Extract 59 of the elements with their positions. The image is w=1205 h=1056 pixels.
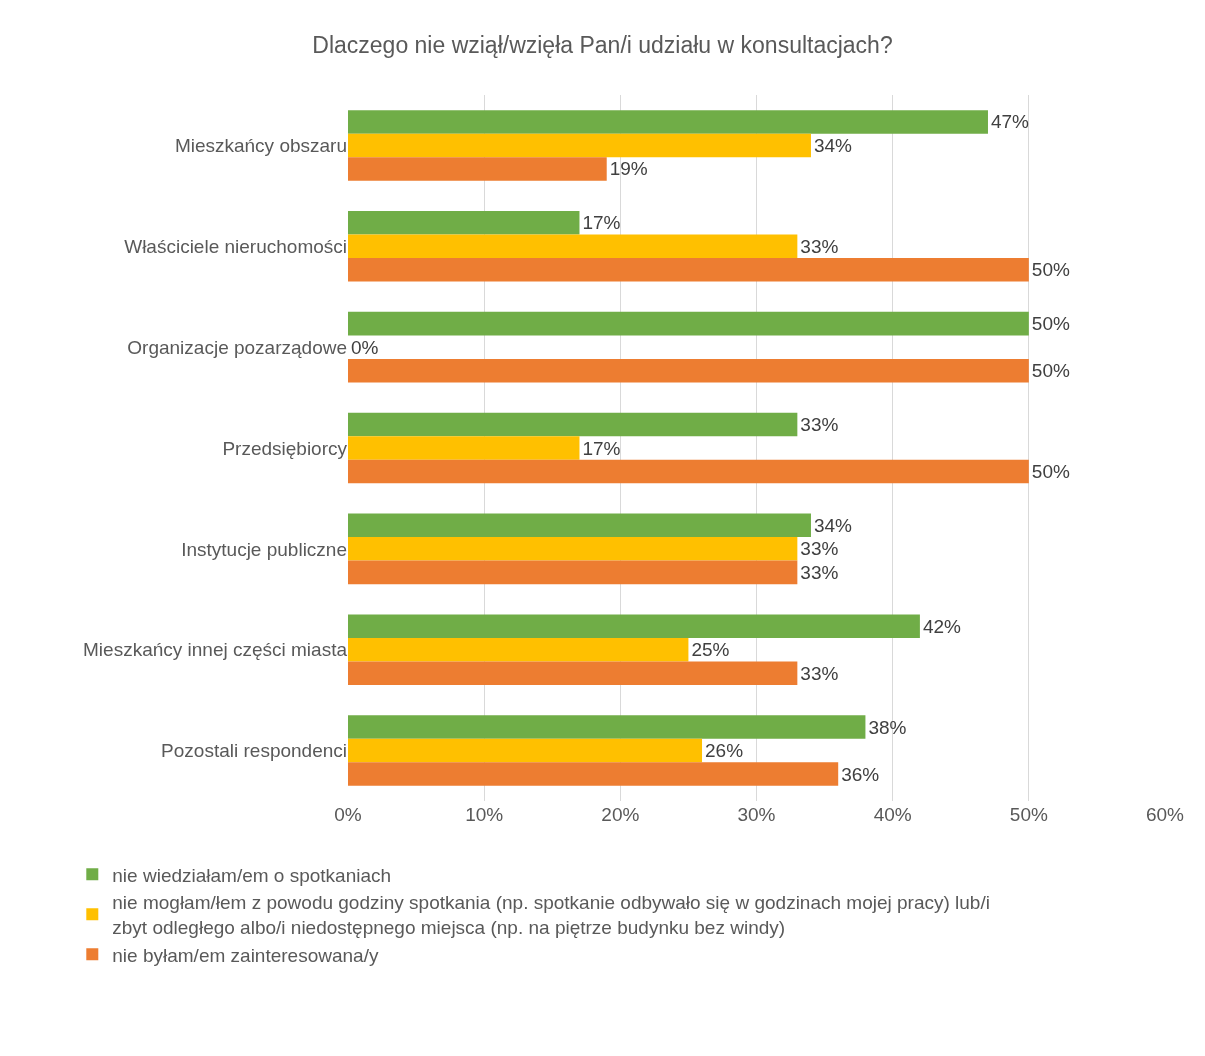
bar bbox=[348, 661, 798, 686]
data-label: 33% bbox=[800, 235, 839, 257]
bar bbox=[348, 258, 1029, 282]
bar bbox=[348, 133, 811, 158]
y-tick-label: Instytucje publiczne bbox=[181, 538, 347, 560]
data-label: 47% bbox=[990, 111, 1030, 133]
data-label: 50% bbox=[1031, 461, 1070, 483]
data-label: 34% bbox=[813, 134, 853, 156]
bar bbox=[348, 412, 798, 437]
data-label: 50% bbox=[1031, 259, 1070, 281]
x-tick-label: 0% bbox=[334, 804, 362, 825]
data-label: 0% bbox=[351, 336, 379, 358]
data-label: 33% bbox=[800, 413, 839, 435]
bar bbox=[348, 436, 580, 460]
data-label: 50% bbox=[1031, 313, 1070, 335]
bar bbox=[348, 210, 580, 235]
data-label: 34% bbox=[813, 514, 853, 536]
bar bbox=[348, 715, 866, 739]
x-tick-label: 30% bbox=[737, 804, 776, 825]
data-label: 17% bbox=[582, 212, 621, 234]
data-label: 33% bbox=[800, 538, 839, 560]
data-label: 42% bbox=[922, 615, 962, 637]
data-label: 36% bbox=[841, 763, 880, 785]
x-tick-label: 10% bbox=[465, 804, 504, 825]
data-label: 26% bbox=[705, 740, 744, 762]
x-tick-label: 50% bbox=[1009, 804, 1048, 825]
data-label: 50% bbox=[1031, 360, 1070, 382]
legend-label: nie byłam/em zainteresowana/y bbox=[112, 944, 379, 966]
data-label: 19% bbox=[609, 158, 648, 180]
bar bbox=[348, 537, 798, 561]
bar bbox=[348, 560, 798, 585]
y-tick-label: Przedsiębiorcy bbox=[222, 437, 348, 459]
legend-label: nie mogłam/łem z powodu godziny spotkania (np. spotkanie odbywało się w godzinach mojej pracy) lub/i zbyt odległego albo/i niedostępnego miejsca (np. na piętrze budynku bez windy) bbox=[112, 892, 990, 939]
bar bbox=[348, 110, 988, 134]
data-label: 38% bbox=[868, 716, 907, 738]
legend-label: nie wiedziałam/em o spotkaniach bbox=[112, 864, 392, 886]
data-label: 17% bbox=[582, 437, 621, 459]
data-label: 25% bbox=[691, 639, 730, 661]
bar bbox=[348, 311, 1029, 336]
chart-title: Dlaczego nie wziął/wzięła Pan/i udziału w konsultacjach? bbox=[312, 32, 893, 59]
bar bbox=[348, 157, 607, 181]
y-tick-label: Mieszkańcy innej części miasta bbox=[83, 639, 348, 661]
bar bbox=[348, 637, 689, 662]
y-tick-label: Organizacje pozarządowe bbox=[127, 336, 347, 358]
data-label: 33% bbox=[800, 561, 839, 583]
bar bbox=[348, 234, 798, 259]
bar bbox=[348, 738, 703, 763]
y-tick-label: Pozostali respondenci bbox=[161, 740, 347, 762]
x-tick-label: 20% bbox=[601, 804, 640, 825]
bar bbox=[348, 614, 920, 638]
bar bbox=[348, 358, 1029, 383]
x-tick-label: 60% bbox=[1145, 804, 1185, 825]
y-tick-label: Właściciele nieruchomości bbox=[124, 235, 347, 257]
bar bbox=[348, 762, 839, 786]
bar bbox=[348, 513, 811, 538]
bar bbox=[348, 459, 1029, 484]
y-tick-label: Mieszkańcy obszaru bbox=[174, 135, 347, 157]
data-label: 33% bbox=[800, 662, 839, 684]
x-tick-label: 40% bbox=[873, 804, 912, 825]
